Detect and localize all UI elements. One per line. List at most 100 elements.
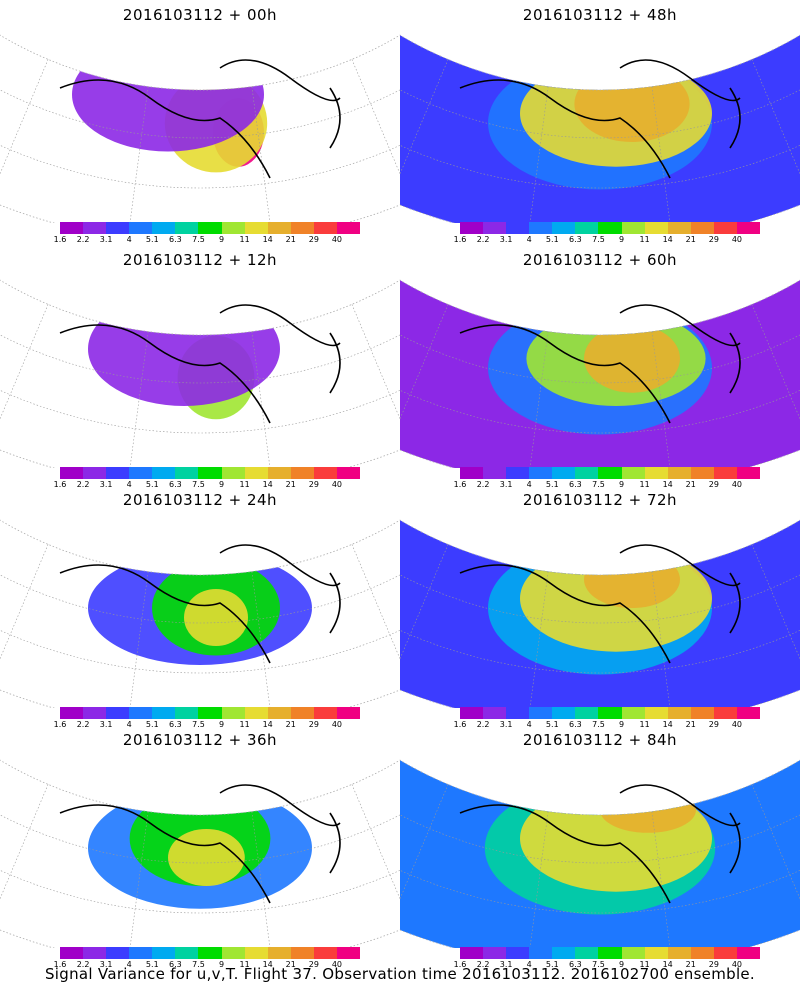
colorbar-swatch bbox=[313, 222, 337, 234]
meridian-line bbox=[251, 811, 271, 948]
colorbar-tick-label: 11 bbox=[239, 235, 250, 244]
colorbar-tick-label: 40 bbox=[331, 235, 343, 244]
map-plot bbox=[400, 513, 800, 708]
colorbar-swatch bbox=[129, 222, 153, 234]
colorbar-tick-label: 29 bbox=[708, 235, 719, 244]
colorbar-tick-label: 3.1 bbox=[99, 720, 113, 729]
colorbar-swatch bbox=[313, 467, 337, 479]
colorbar-tick-label: 29 bbox=[308, 480, 319, 489]
meridian-line bbox=[400, 544, 449, 660]
colorbar-swatch bbox=[736, 467, 761, 479]
colorbar-tick-label: 1.6 bbox=[453, 960, 467, 969]
map-boundary bbox=[0, 279, 400, 468]
colorbar-swatch bbox=[129, 707, 153, 719]
colorbar-swatch bbox=[83, 467, 107, 479]
colorbar-tick-label: 7.5 bbox=[592, 235, 605, 244]
coastline bbox=[59, 304, 341, 424]
colorbar-tick-label: 1.6 bbox=[53, 480, 67, 489]
colorbar-swatch bbox=[644, 707, 668, 719]
meridian-line bbox=[651, 571, 671, 708]
colorbar-swatch bbox=[598, 467, 622, 479]
colorbar-tick-label: 2.2 bbox=[76, 960, 90, 969]
colorbar-swatch bbox=[460, 467, 484, 479]
colorbar-swatch bbox=[506, 467, 530, 479]
colorbar-tick-label: 2.2 bbox=[76, 480, 90, 489]
colorbar-swatch bbox=[598, 947, 622, 959]
colorbar-tick-label: 14 bbox=[262, 720, 273, 729]
parallel-line bbox=[0, 574, 400, 624]
colorbar-swatch bbox=[290, 467, 314, 479]
colorbar-tick-label: 21 bbox=[285, 960, 296, 969]
colorbar-tick-label: 9 bbox=[218, 960, 225, 969]
colorbar-labels: 1.6 2.2 3.1 4 5.1 6.3 7.5 9 11 14 21 29 40 bbox=[54, 960, 360, 970]
map-plot bbox=[400, 753, 800, 948]
meridian-line bbox=[0, 304, 49, 420]
parallel-line bbox=[0, 334, 400, 384]
colorbar-swatch bbox=[529, 222, 553, 234]
colorbar-swatch bbox=[221, 222, 245, 234]
colorbar-tick-label: 7.5 bbox=[592, 480, 605, 489]
colorbar-swatch bbox=[621, 947, 645, 959]
colorbar-swatch bbox=[221, 467, 245, 479]
colorbar-labels: 1.6 2.2 3.1 4 5.1 6.3 7.5 9 11 14 21 29 40 bbox=[54, 720, 360, 730]
colorbar-tick-label: 14 bbox=[662, 720, 673, 729]
colorbar-swatch bbox=[644, 222, 668, 234]
colorbar-labels: 1.6 2.2 3.1 4 5.1 6.3 7.5 9 11 14 21 29 40 bbox=[454, 480, 760, 490]
colorbar-swatch bbox=[736, 707, 761, 719]
colorbar-swatch bbox=[198, 707, 222, 719]
colorbar-tick-label: 1.6 bbox=[53, 235, 67, 244]
meridian-line bbox=[251, 571, 271, 708]
colorbar-tick-label: 6.3 bbox=[169, 480, 182, 489]
colorbar-swatch bbox=[152, 222, 176, 234]
colorbar-swatch bbox=[483, 467, 507, 479]
coastline bbox=[459, 784, 741, 904]
colorbar-swatch bbox=[483, 947, 507, 959]
colorbar-swatch bbox=[152, 467, 176, 479]
colorbar-swatch bbox=[83, 947, 107, 959]
colorbar-swatch bbox=[221, 947, 245, 959]
field-contour bbox=[88, 292, 280, 406]
colorbar-tick-label: 4 bbox=[526, 960, 532, 969]
colorbar-tick-label: 11 bbox=[239, 720, 250, 729]
map-boundary bbox=[400, 519, 800, 708]
colorbar-swatch bbox=[529, 467, 553, 479]
colorbar-tick-label: 29 bbox=[708, 720, 719, 729]
colorbar-swatch bbox=[506, 707, 530, 719]
meridian-line bbox=[129, 811, 149, 948]
parallel-line bbox=[0, 89, 400, 139]
map-plot bbox=[0, 28, 400, 223]
colorbar-swatch bbox=[506, 947, 530, 959]
colorbar-tick-label: 2.2 bbox=[476, 480, 490, 489]
meridian-line bbox=[351, 784, 400, 900]
colorbar-tick-label: 29 bbox=[308, 720, 319, 729]
colorbar-tick-label: 11 bbox=[639, 720, 650, 729]
colorbar-tick-label: 6.3 bbox=[169, 235, 182, 244]
colorbar-labels: 1.6 2.2 3.1 4 5.1 6.3 7.5 9 11 14 21 29 40 bbox=[54, 235, 360, 245]
colorbar-swatch bbox=[244, 707, 268, 719]
colorbar-tick-label: 21 bbox=[285, 235, 296, 244]
colorbar-tick-label: 9 bbox=[618, 960, 625, 969]
colorbar-tick-label: 4 bbox=[126, 235, 132, 244]
field-contour bbox=[600, 787, 696, 833]
colorbar-tick-label: 14 bbox=[262, 480, 273, 489]
colorbar-tick-label: 21 bbox=[285, 480, 296, 489]
panel-title: 2016103112 + 00h bbox=[122, 6, 278, 24]
colorbar-swatch bbox=[175, 467, 199, 479]
colorbar-swatch bbox=[667, 707, 691, 719]
colorbar-swatch bbox=[267, 947, 291, 959]
colorbar-swatch bbox=[290, 707, 314, 719]
field-contour bbox=[168, 829, 245, 886]
colorbar-swatch bbox=[336, 707, 361, 719]
colorbar-tick-label: 2.2 bbox=[76, 720, 90, 729]
colorbar bbox=[60, 222, 361, 234]
colorbar-swatch bbox=[152, 707, 176, 719]
colorbar-swatch bbox=[290, 222, 314, 234]
parallel-line bbox=[400, 814, 800, 864]
meridian-line bbox=[529, 331, 549, 468]
colorbar-tick-label: 21 bbox=[685, 960, 696, 969]
colorbar-swatch bbox=[313, 707, 337, 719]
meridian-line bbox=[529, 811, 549, 948]
colorbar-swatch bbox=[713, 707, 737, 719]
colorbar-swatch bbox=[106, 222, 130, 234]
colorbar-tick-label: 7.5 bbox=[192, 960, 205, 969]
